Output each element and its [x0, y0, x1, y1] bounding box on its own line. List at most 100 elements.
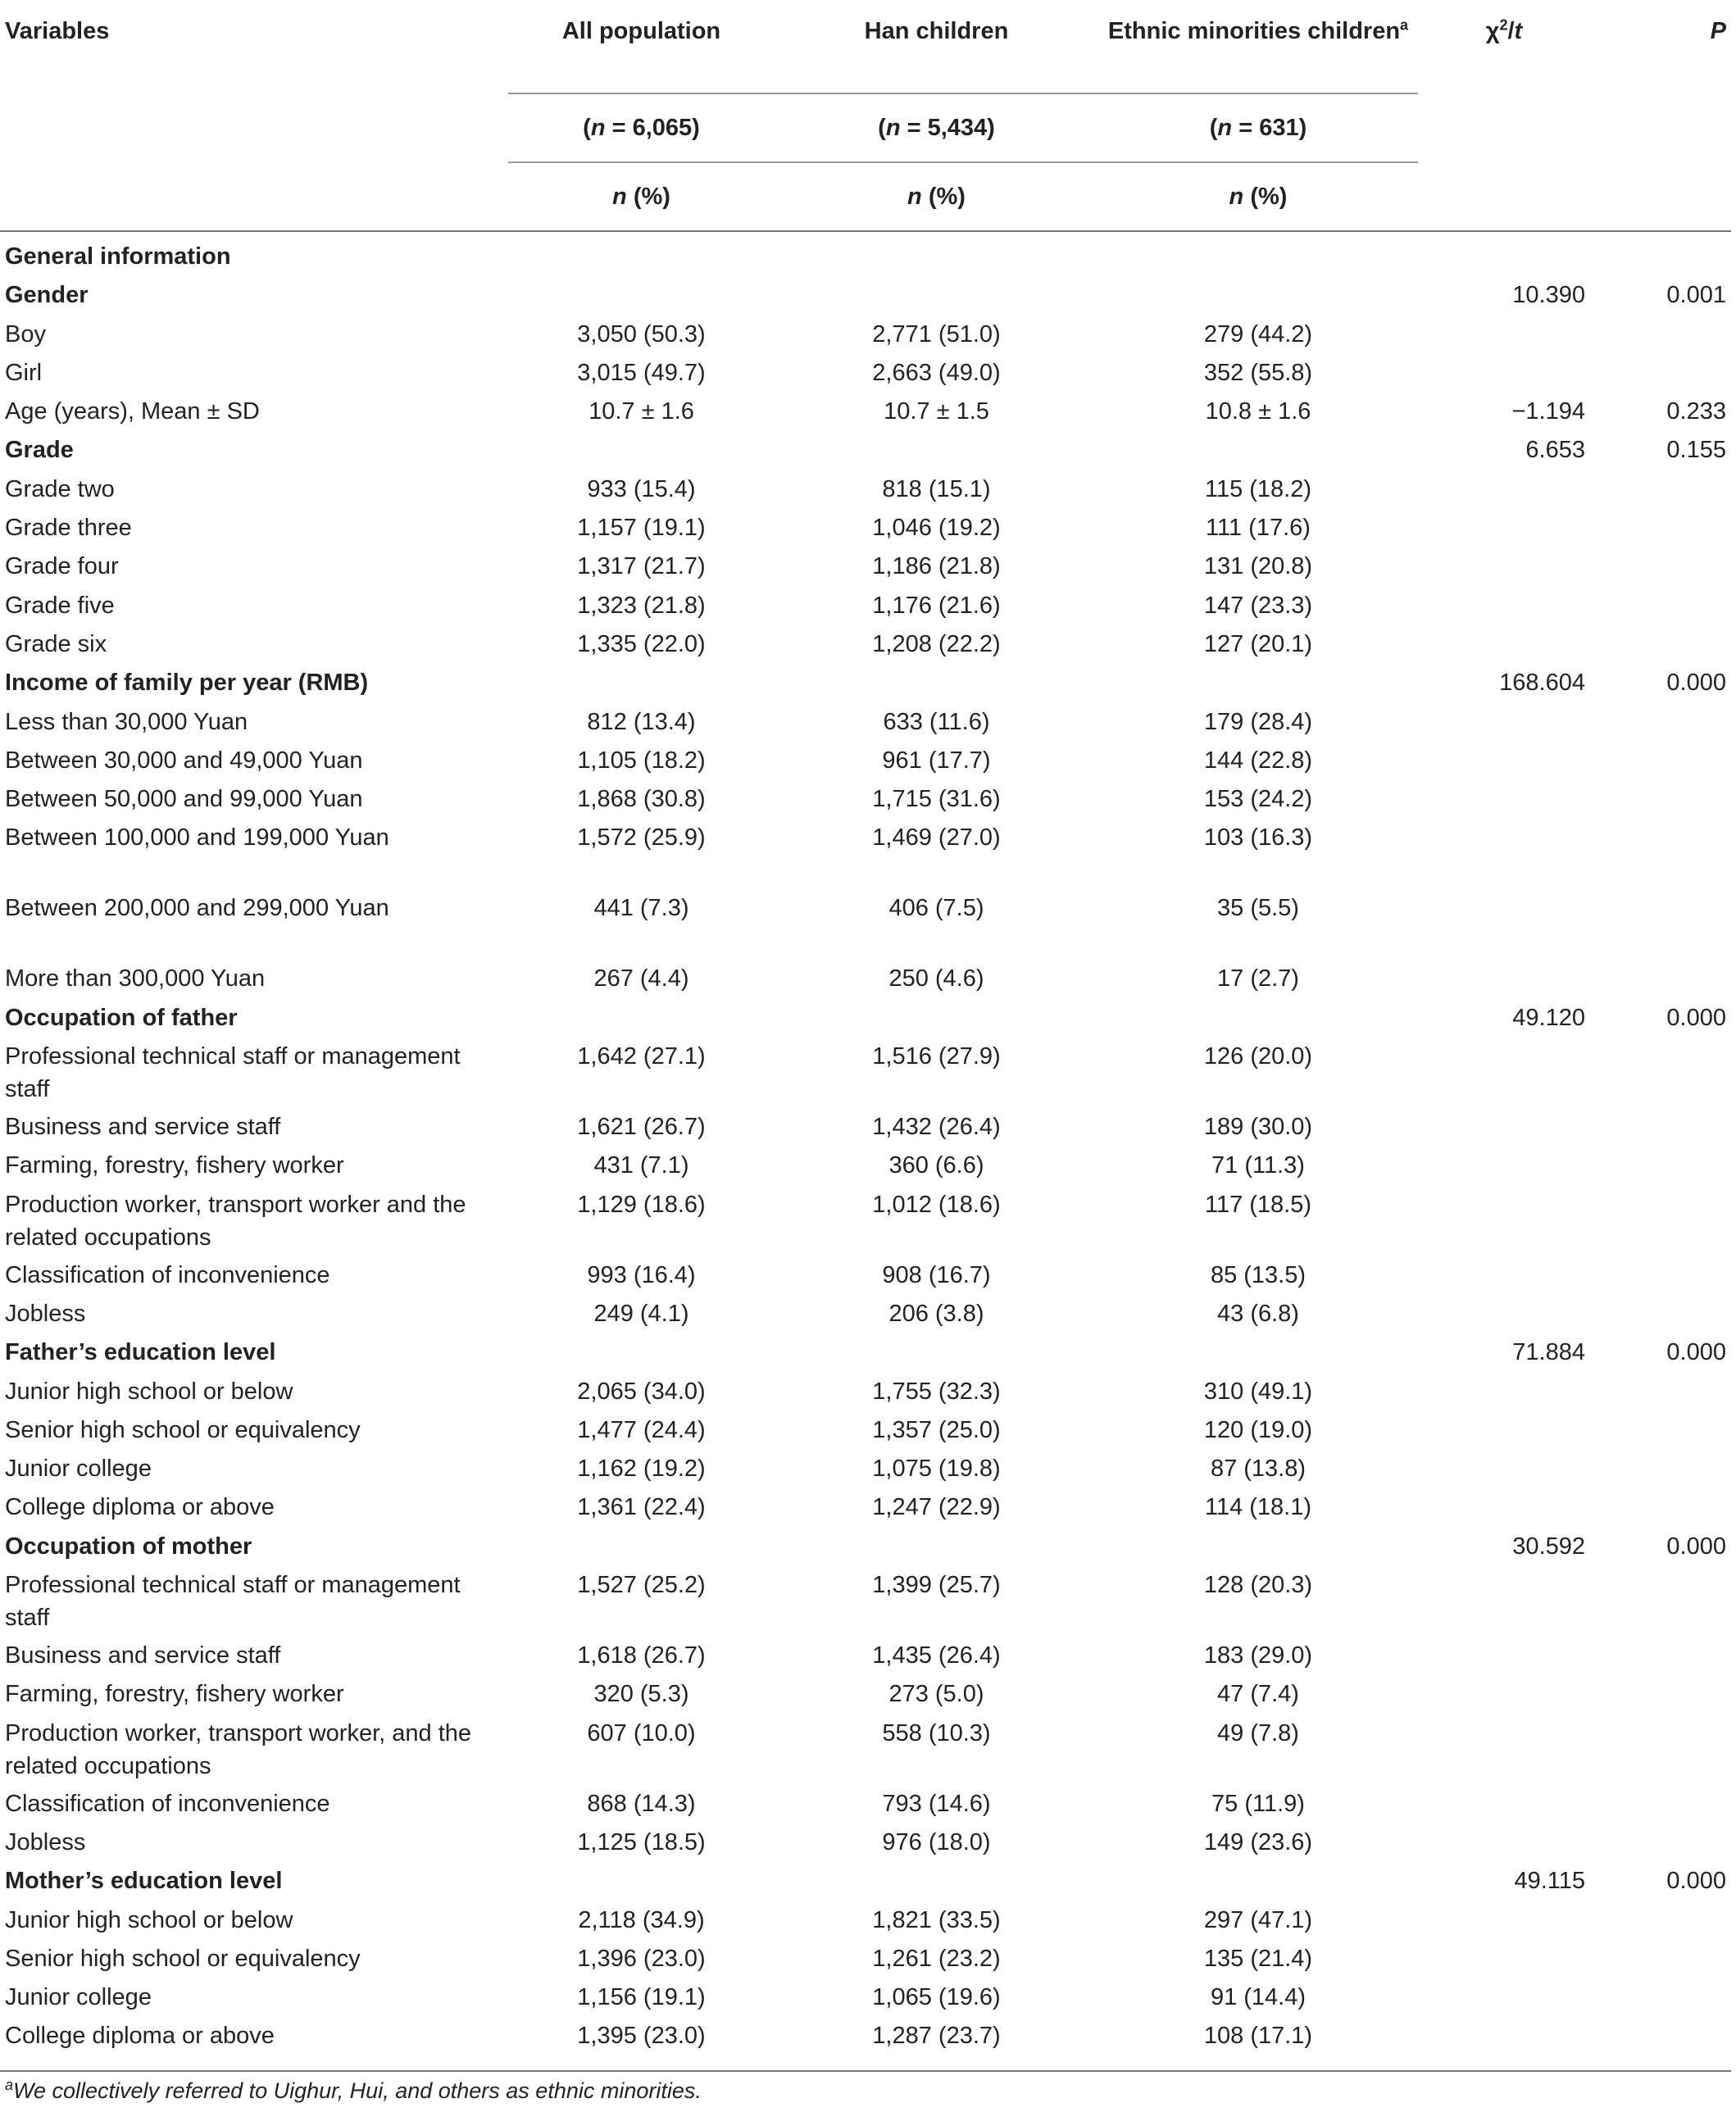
cell-statistic: [1418, 550, 1590, 588]
cell-ethnic-minorities: 75 (11.9): [1211, 1790, 1305, 1817]
cell-p-value: [1590, 511, 1731, 550]
cell-han-children: 273 (5.0): [888, 1681, 984, 1708]
table-row: Girl 3,015 (49.7) 2,663 (49.0) 352 (55.8): [0, 357, 1731, 395]
cell-ethnic-minorities: 183 (29.0): [1203, 1642, 1313, 1669]
cell-all-population: 441 (7.3): [593, 895, 689, 922]
table-row: Farming, forestry, fishery worker 431 (7.…: [0, 1149, 1731, 1188]
row-label: Professional technical staff or manageme…: [5, 1572, 461, 1632]
cell-p-value: [1590, 1639, 1731, 1678]
cell-p-value: [1590, 1149, 1731, 1188]
cell-p-value: [1590, 821, 1731, 892]
cell-p-value: 0.000: [1666, 1339, 1726, 1366]
cell-all-population: 1,477 (24.4): [577, 1416, 706, 1443]
cell-all-population: 1,156 (19.1): [577, 1984, 706, 2011]
cell-all-population: 1,129 (18.6): [577, 1191, 706, 1218]
table-row: Between 30,000 and 49,000 Yuan 1,105 (18.…: [0, 744, 1731, 783]
cell-p-value: 0.001: [1666, 282, 1726, 309]
cell-p-value: [1590, 2019, 1731, 2072]
cell-han-children: 1,075 (19.8): [872, 1456, 1001, 1483]
cell-han-children: 1,046 (19.2): [872, 515, 1001, 542]
cell-p-value: 0.000: [1666, 670, 1726, 697]
row-label: Gender: [5, 282, 89, 309]
cell-han-children: 976 (18.0): [882, 1828, 991, 1855]
row-label: Grade three: [5, 515, 132, 542]
row-label: Grade two: [5, 475, 115, 502]
table-row: Boy 3,050 (50.3) 2,771 (51.0) 279 (44.2): [0, 318, 1731, 357]
cell-statistic: [1418, 589, 1590, 628]
header-n-all-label: n: [590, 115, 606, 141]
header-n-ethnic: (n = 631): [1098, 93, 1418, 163]
section-row: Occupation of mother 30.592 0.000: [0, 1530, 1731, 1569]
row-label: Farming, forestry, fishery worker: [5, 1152, 344, 1179]
cell-statistic: 71.884: [1512, 1339, 1585, 1366]
cell-han-children: 1,469 (27.0): [872, 824, 1001, 852]
cell-statistic: [1418, 628, 1590, 666]
cell-han-children: 250 (4.6): [888, 965, 984, 992]
cell-statistic: [1418, 1569, 1590, 1639]
cell-p-value: [1590, 1040, 1731, 1111]
cell-all-population: 868 (14.3): [587, 1790, 696, 1817]
header-n-all: (n = 6,065): [508, 93, 775, 163]
cell-ethnic-minorities: [1098, 231, 1418, 279]
cell-p-value: [1590, 1491, 1731, 1529]
cell-statistic: [1418, 1111, 1590, 1149]
row-label: Classification of inconvenience: [5, 1790, 330, 1817]
cell-p-value: [1590, 1787, 1731, 1826]
cell-statistic: [1418, 783, 1590, 821]
header-variables: Variables: [5, 18, 110, 44]
cell-ethnic-minorities: 49 (7.8): [1217, 1719, 1299, 1746]
cell-all-population: 249 (4.1): [593, 1300, 689, 1327]
cell-han-children: 1,065 (19.6): [872, 1984, 1001, 2011]
cell-ethnic-minorities: 10.8 ± 1.6: [1205, 398, 1311, 425]
cell-ethnic-minorities: 71 (11.3): [1211, 1152, 1305, 1179]
row-label: Senior high school or equivalency: [5, 1416, 361, 1443]
cell-statistic: [1418, 2019, 1590, 2072]
section-row: Gender 10.390 0.001: [0, 279, 1731, 317]
cell-all-population: 3,015 (49.7): [577, 359, 706, 386]
cell-han-children: 1,516 (27.9): [872, 1043, 1001, 1070]
header-stat-t: t: [1514, 18, 1523, 44]
cell-all-population: 1,125 (18.5): [577, 1828, 706, 1855]
cell-all-population: 2,065 (34.0): [577, 1378, 706, 1405]
table-row: Junior college 1,162 (19.2) 1,075 (19.8) 87…: [0, 1452, 1731, 1491]
cell-ethnic-minorities: 352 (55.8): [1203, 359, 1313, 386]
cell-statistic: [1418, 1040, 1590, 1111]
cell-all-population: 1,572 (25.9): [577, 824, 706, 852]
cell-ethnic-minorities: 149 (23.6): [1203, 1828, 1313, 1855]
cell-p-value: 0.155: [1666, 437, 1726, 464]
cell-p-value: [1590, 550, 1731, 588]
cell-all-population: 933 (15.4): [587, 475, 696, 502]
cell-ethnic-minorities: 144 (22.8): [1203, 747, 1313, 774]
table-row: Between 50,000 and 99,000 Yuan 1,868 (30.…: [0, 783, 1731, 821]
cell-han-children: 10.7 ± 1.5: [884, 398, 989, 425]
cell-all-population: 1,361 (22.4): [577, 1494, 706, 1521]
cell-p-value: [1590, 1375, 1731, 1414]
cell-statistic: [1418, 231, 1590, 279]
table-row: College diploma or above 1,395 (23.0) 1,28…: [0, 2019, 1731, 2072]
cell-ethnic-minorities: 117 (18.5): [1204, 1191, 1312, 1218]
cell-all-population: [508, 1864, 775, 1903]
cell-ethnic-minorities: [1098, 1864, 1418, 1903]
cell-statistic: [1418, 357, 1590, 395]
cell-han-children: 1,208 (22.2): [872, 630, 1001, 657]
table-row: Senior high school or equivalency 1,396 (…: [0, 1942, 1731, 1981]
header-han-children: Han children: [775, 0, 1098, 94]
cell-ethnic-minorities: [1098, 1336, 1418, 1374]
table-row: Jobless 249 (4.1) 206 (3.8) 43 (6.8): [0, 1297, 1731, 1336]
cell-statistic: [1418, 821, 1590, 892]
row-label: Boy: [5, 320, 46, 347]
cell-han-children: [775, 231, 1098, 279]
table-footnote: aWe collectively referred to Uighur, Hui…: [5, 2078, 1736, 2104]
cell-han-children: [775, 434, 1098, 472]
row-label: Junior college: [5, 1456, 152, 1483]
cell-statistic: [1418, 1149, 1590, 1188]
cell-p-value: [1590, 1259, 1731, 1297]
row-label: Occupation of mother: [5, 1533, 252, 1560]
cell-p-value: [1590, 962, 1731, 1001]
row-label: More than 300,000 Yuan: [5, 965, 266, 992]
cell-ethnic-minorities: 111 (17.6): [1206, 515, 1311, 542]
header-n-han-label: n: [885, 115, 901, 141]
cell-ethnic-minorities: 43 (6.8): [1217, 1300, 1299, 1327]
row-label: Less than 30,000 Yuan: [5, 708, 248, 735]
cell-all-population: [508, 1530, 775, 1569]
